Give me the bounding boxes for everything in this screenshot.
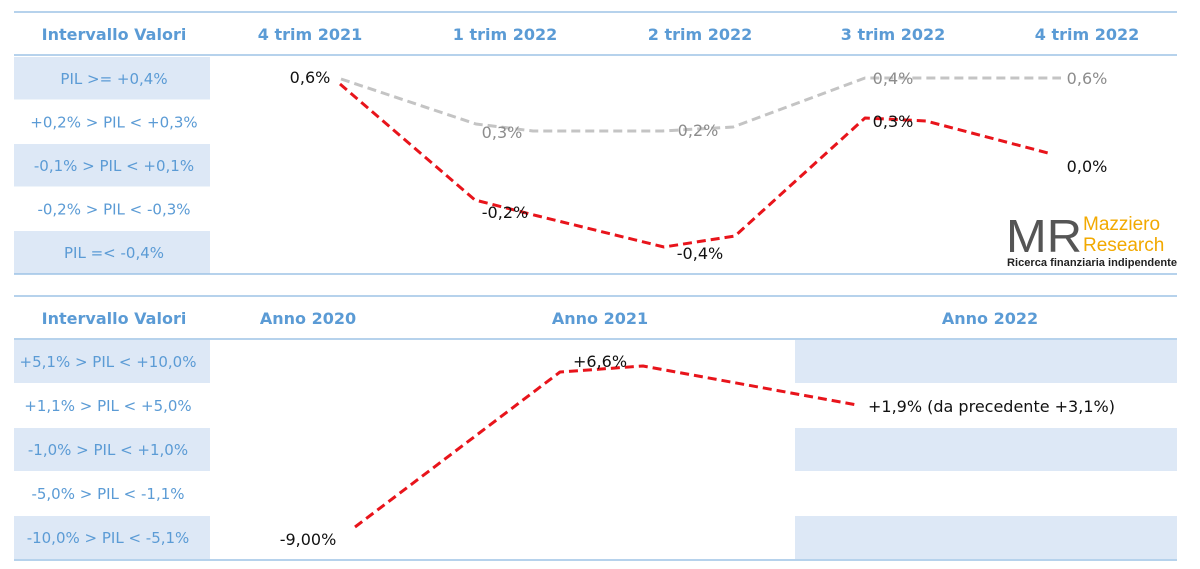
previous-data-label: 0,4% xyxy=(873,69,914,88)
range-label: PIL =< -0,4% xyxy=(64,244,164,262)
row-band-right xyxy=(795,516,1177,559)
column-header: 2 trim 2022 xyxy=(648,25,753,44)
row-band-right xyxy=(795,428,1177,471)
series-lines xyxy=(339,76,1061,529)
range-label: -0,2% > PIL < -0,3% xyxy=(37,200,190,218)
column-headers: Intervallo Valori 4 trim 2021 1 trim 2022 2… xyxy=(42,25,1140,328)
column-header: Anno 2020 xyxy=(260,309,356,328)
range-label: -10,0% > PIL < -5,1% xyxy=(27,529,190,547)
current-data-label: +1,9% (da precedente +3,1%) xyxy=(868,397,1115,416)
column-header: Anno 2021 xyxy=(552,309,648,328)
range-label: -0,1% > PIL < +0,1% xyxy=(34,157,194,175)
current-forecast-line xyxy=(339,82,1049,249)
column-header: 4 trim 2022 xyxy=(1035,25,1140,44)
row-band-left xyxy=(14,340,210,383)
row-band-left xyxy=(14,57,210,100)
logo-name-line2: Research xyxy=(1083,235,1164,256)
column-header: Anno 2022 xyxy=(942,309,1038,328)
row-band-left xyxy=(14,516,210,559)
row-band-left xyxy=(14,144,210,187)
column-header: 3 trim 2022 xyxy=(841,25,946,44)
logo-tagline: Ricerca finanziaria indipendente xyxy=(1007,257,1177,269)
current-data-label: -0,2% xyxy=(482,203,528,222)
range-label: -1,0% > PIL < +1,0% xyxy=(28,441,188,459)
range-label: +5,1% > PIL < +10,0% xyxy=(20,353,197,371)
range-label: +1,1% > PIL < +5,0% xyxy=(24,397,191,415)
previous-forecast-line xyxy=(340,76,1061,133)
logo-mark: MR xyxy=(1006,210,1082,262)
column-header: 1 trim 2022 xyxy=(453,25,558,44)
row-band-left xyxy=(14,231,210,274)
previous-data-label: 0,2% xyxy=(678,121,719,140)
current-data-label: -0,4% xyxy=(677,244,723,263)
previous-data-label: 0,6% xyxy=(1067,69,1108,88)
header-intervallo-valori: Intervallo Valori xyxy=(42,25,187,44)
row-bands xyxy=(14,57,1177,559)
mazziero-research-logo: MR Mazziero Research Ricerca finanziaria… xyxy=(1006,210,1177,269)
row-band-left xyxy=(14,428,210,471)
range-label: +0,2% > PIL < +0,3% xyxy=(30,113,197,131)
range-label: -5,0% > PIL < -1,1% xyxy=(31,485,184,503)
current-data-label: 0,6% xyxy=(290,68,331,87)
logo-name-line1: Mazziero xyxy=(1083,214,1160,235)
range-label: PIL >= +0,4% xyxy=(60,70,167,88)
row-band-right xyxy=(795,340,1177,383)
header-intervallo-valori: Intervallo Valori xyxy=(42,309,187,328)
current-data-label: 0,3% xyxy=(873,112,914,131)
data-labels: 0,6% -0,2% -0,4% 0,3% 0,0% 0,3% 0,2% 0,4% 0,6% -9… xyxy=(280,68,1115,549)
current-data-label: 0,0% xyxy=(1067,157,1108,176)
previous-data-label: 0,3% xyxy=(482,123,523,142)
column-header: 4 trim 2021 xyxy=(258,25,363,44)
current-data-label: -9,00% xyxy=(280,530,337,549)
range-labels: PIL >= +0,4% +0,2% > PIL < +0,3% -0,1% > P… xyxy=(20,70,198,547)
table-rules xyxy=(14,11,1177,561)
current-data-label: +6,6% xyxy=(573,352,627,371)
current-forecast-line xyxy=(354,364,858,529)
